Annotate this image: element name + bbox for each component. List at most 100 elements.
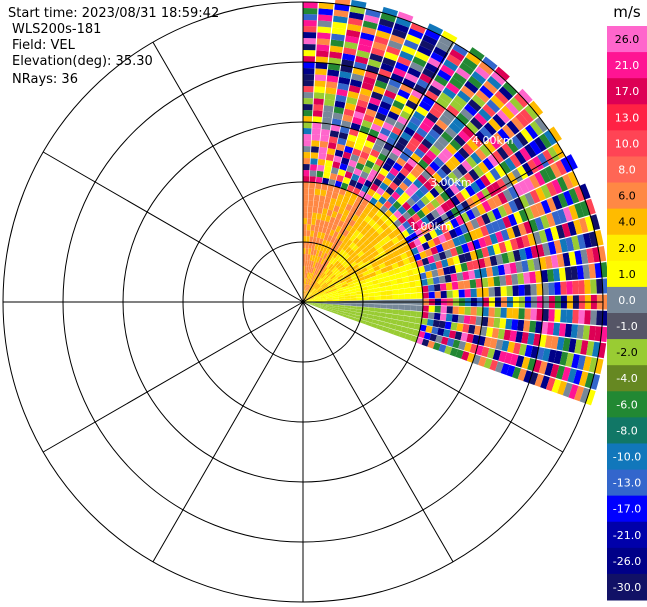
velocity-gate	[347, 90, 360, 100]
velocity-gate	[415, 280, 422, 287]
velocity-gate	[475, 178, 486, 191]
velocity-gate	[308, 303, 315, 306]
velocity-gate	[364, 70, 378, 80]
velocity-gate	[523, 370, 533, 384]
colorbar-tick-label: -8.0	[616, 424, 637, 437]
velocity-gate	[486, 348, 496, 359]
velocity-gate	[376, 218, 385, 227]
velocity-gate	[399, 265, 407, 273]
velocity-gate	[363, 239, 371, 247]
azimuth-spokes	[3, 2, 603, 602]
velocity-gate	[306, 292, 312, 298]
velocity-gate	[529, 120, 544, 136]
velocity-gate	[331, 118, 342, 126]
velocity-gate	[348, 85, 361, 94]
velocity-gate	[382, 57, 397, 67]
velocity-gate	[303, 254, 306, 261]
velocity-gate	[470, 117, 484, 130]
velocity-gate	[552, 322, 561, 336]
velocity-gate	[360, 267, 368, 273]
velocity-gate	[343, 290, 351, 295]
velocity-gate	[371, 319, 379, 325]
velocity-gate	[571, 353, 580, 369]
velocity-gate	[476, 203, 487, 215]
velocity-gate	[307, 285, 312, 292]
velocity-gate	[503, 329, 512, 341]
velocity-gate	[379, 100, 392, 111]
velocity-gate	[313, 98, 324, 106]
velocity-gate	[305, 278, 308, 285]
velocity-gate	[374, 269, 382, 276]
velocity-gate	[317, 244, 322, 251]
velocity-gate	[449, 183, 460, 195]
velocity-gate	[316, 286, 322, 291]
velocity-gate	[380, 295, 387, 300]
velocity-gate	[416, 209, 426, 219]
velocity-gate	[303, 194, 309, 201]
velocity-gate	[578, 280, 585, 295]
velocity-gate	[373, 287, 381, 293]
velocity-gate	[463, 342, 472, 353]
velocity-gate	[333, 205, 340, 213]
velocity-gate	[484, 171, 496, 184]
velocity-gate	[515, 236, 525, 249]
velocity-gate	[420, 278, 428, 286]
velocity-gate	[310, 164, 318, 171]
colorbar-segment	[607, 182, 647, 210]
velocity-gate	[326, 147, 336, 156]
colorbar-unit: m/s	[613, 3, 641, 21]
velocity-gate	[350, 305, 357, 310]
velocity-gate	[310, 248, 315, 256]
velocity-gate	[366, 134, 377, 144]
velocity-gate	[478, 356, 487, 367]
velocity-gate	[350, 273, 357, 279]
velocity-gate	[501, 142, 514, 157]
velocity-gate	[364, 139, 375, 149]
velocity-gate	[453, 151, 466, 164]
velocity-gate	[310, 288, 316, 294]
velocity-gate	[360, 170, 369, 180]
velocity-gate	[315, 176, 323, 184]
velocity-gate	[374, 35, 389, 46]
velocity-gate	[324, 240, 331, 248]
velocity-gate	[314, 295, 321, 299]
velocity-gate	[364, 250, 372, 257]
velocity-gate	[347, 249, 355, 256]
velocity-gate	[386, 304, 393, 310]
velocity-gate	[336, 287, 344, 292]
velocity-gate	[345, 275, 352, 281]
velocity-gate	[457, 90, 471, 103]
velocity-gate	[352, 237, 360, 245]
velocity-gate	[304, 284, 306, 291]
velocity-gate	[496, 218, 507, 231]
velocity-gate	[325, 254, 331, 261]
velocity-gate	[410, 287, 417, 294]
velocity-gate	[421, 257, 430, 266]
velocity-gate	[319, 307, 326, 311]
velocity-gate	[341, 222, 349, 230]
velocity-gate	[481, 187, 492, 200]
velocity-gate	[380, 291, 387, 296]
velocity-gate	[568, 204, 579, 220]
velocity-gate	[505, 318, 513, 330]
velocity-gate	[485, 266, 494, 277]
velocity-gate	[411, 213, 421, 223]
velocity-gate	[349, 234, 357, 242]
velocity-gate	[427, 23, 444, 36]
velocity-gate	[511, 168, 524, 183]
velocity-gate	[385, 313, 393, 319]
velocity-gate	[385, 264, 394, 272]
velocity-gate	[370, 123, 382, 133]
velocity-gate	[349, 242, 356, 249]
velocity-gate	[346, 23, 362, 33]
velocity-gate	[462, 143, 475, 156]
colorbar-segment	[607, 26, 647, 53]
velocity-gate	[370, 149, 380, 158]
velocity-gate	[438, 275, 446, 284]
velocity-gate	[342, 151, 352, 160]
velocity-gate	[411, 222, 420, 232]
colorbar-segment	[607, 104, 647, 131]
velocity-gate	[441, 30, 458, 44]
velocity-gate	[399, 167, 410, 177]
velocity-gate	[361, 310, 369, 315]
